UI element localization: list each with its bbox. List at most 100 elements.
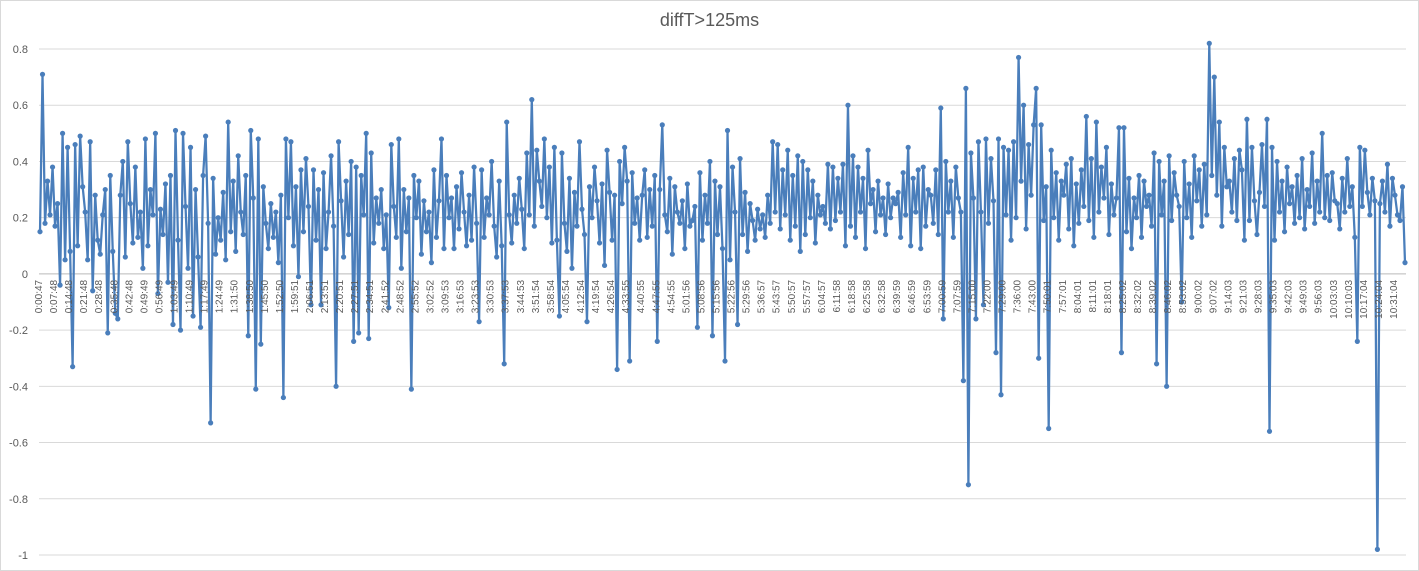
- data-point: [426, 209, 432, 215]
- data-point: [807, 215, 813, 221]
- data-point: [1256, 189, 1263, 195]
- x-tick-label: 5:15:56: [711, 279, 722, 313]
- data-point: [1068, 156, 1074, 162]
- data-point: [830, 164, 836, 170]
- data-point: [230, 178, 236, 184]
- x-tick-label: 10:24:04: [1374, 279, 1385, 318]
- data-point: [1026, 141, 1032, 148]
- data-point: [514, 220, 520, 226]
- chart-title: diffT>125ms: [659, 10, 760, 30]
- data-point: [421, 198, 427, 204]
- data-point: [1174, 192, 1180, 198]
- data-point: [1384, 161, 1391, 167]
- data-point: [451, 245, 457, 252]
- data-point: [1153, 361, 1160, 367]
- data-point: [664, 229, 670, 235]
- data-point: [346, 231, 352, 238]
- data-point: [627, 358, 633, 364]
- data-point: [95, 237, 101, 243]
- data-point: [915, 167, 921, 173]
- data-point: [1394, 212, 1401, 218]
- data-point: [112, 310, 118, 316]
- x-tick-label: 7:36:00: [1013, 279, 1024, 313]
- x-tick-label: 3:23:53: [471, 279, 482, 313]
- data-point: [238, 209, 244, 215]
- data-point: [328, 153, 334, 159]
- data-point: [42, 220, 48, 226]
- data-point: [341, 254, 347, 260]
- x-tick-label: 0:21:48: [79, 279, 90, 313]
- data-point: [461, 209, 467, 215]
- y-tick-label: 0.6: [13, 100, 28, 112]
- data-point: [283, 136, 289, 142]
- data-point: [408, 386, 414, 392]
- data-point: [765, 192, 771, 198]
- x-tick-label: 8:32:02: [1133, 279, 1144, 313]
- data-point: [1266, 428, 1273, 434]
- data-point: [1043, 184, 1049, 190]
- data-point: [842, 243, 849, 249]
- x-tick-label: 9:00:02: [1193, 279, 1204, 313]
- data-point: [315, 186, 322, 193]
- data-point: [273, 209, 279, 215]
- data-point: [97, 251, 103, 257]
- data-point: [1211, 74, 1217, 80]
- data-point: [441, 245, 447, 252]
- data-point: [1286, 201, 1293, 207]
- data-point: [333, 383, 339, 389]
- data-point: [1184, 215, 1190, 221]
- data-point: [1076, 220, 1082, 226]
- data-point: [629, 170, 635, 176]
- data-point: [1204, 212, 1210, 218]
- data-point: [1128, 245, 1135, 252]
- data-point: [704, 220, 711, 226]
- data-point: [539, 203, 545, 210]
- data-point: [609, 237, 615, 243]
- data-point: [416, 178, 422, 184]
- data-point: [1196, 167, 1202, 173]
- data-point: [59, 130, 66, 136]
- data-point: [343, 178, 349, 184]
- data-point: [90, 288, 96, 294]
- data-point: [368, 150, 374, 156]
- data-point: [516, 175, 522, 181]
- data-point: [810, 178, 816, 184]
- data-point: [127, 201, 133, 207]
- data-point: [895, 189, 901, 195]
- data-point: [812, 240, 818, 246]
- data-point: [1003, 212, 1009, 218]
- data-point: [453, 184, 460, 190]
- x-tick-label: 2:48:52: [395, 279, 406, 313]
- data-point: [102, 186, 108, 193]
- data-point: [1221, 144, 1227, 150]
- data-point: [135, 234, 141, 240]
- x-tick-label: 3:44:53: [516, 279, 527, 313]
- data-point: [857, 209, 864, 215]
- data-point: [888, 215, 894, 221]
- data-point: [524, 150, 530, 156]
- data-point: [270, 234, 276, 240]
- data-point: [920, 164, 926, 170]
- data-point: [1048, 147, 1054, 153]
- data-point: [594, 198, 600, 204]
- data-point: [817, 212, 823, 218]
- data-point: [990, 198, 997, 204]
- data-point: [438, 136, 445, 142]
- data-point: [576, 139, 583, 145]
- data-point: [1229, 209, 1235, 215]
- data-point: [647, 186, 653, 193]
- data-point: [617, 158, 623, 165]
- data-point: [335, 139, 342, 145]
- x-tick-label: 1:24:49: [215, 279, 226, 313]
- data-point: [220, 189, 226, 195]
- data-point: [559, 150, 565, 156]
- data-point: [877, 212, 884, 218]
- data-point: [742, 189, 748, 195]
- data-point: [805, 167, 811, 173]
- x-tick-label: 4:26:54: [606, 279, 617, 313]
- x-tick-label: 2:34:51: [365, 279, 376, 313]
- data-point: [1096, 209, 1102, 215]
- data-point: [544, 215, 550, 221]
- data-point: [313, 237, 319, 243]
- x-tick-label: 2:41:52: [380, 279, 391, 313]
